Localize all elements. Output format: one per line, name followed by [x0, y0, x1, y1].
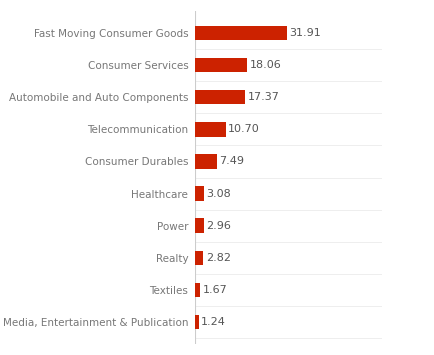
- Text: 10.70: 10.70: [228, 124, 260, 134]
- Bar: [195, 283, 200, 297]
- Bar: [195, 90, 245, 104]
- Text: 1.24: 1.24: [201, 317, 226, 327]
- Text: 18.06: 18.06: [250, 60, 281, 70]
- Bar: [195, 218, 204, 233]
- Bar: [195, 186, 204, 201]
- Bar: [195, 154, 217, 169]
- Bar: [195, 315, 199, 329]
- Text: 3.08: 3.08: [207, 189, 231, 198]
- Text: 2.96: 2.96: [206, 221, 231, 231]
- Bar: [195, 251, 204, 265]
- Bar: [195, 122, 226, 137]
- Bar: [195, 58, 247, 72]
- Text: 1.67: 1.67: [202, 285, 227, 295]
- Text: 17.37: 17.37: [247, 92, 279, 102]
- Bar: [195, 26, 287, 40]
- Text: 7.49: 7.49: [219, 157, 244, 166]
- Text: 31.91: 31.91: [289, 28, 321, 38]
- Text: 2.82: 2.82: [206, 253, 231, 263]
